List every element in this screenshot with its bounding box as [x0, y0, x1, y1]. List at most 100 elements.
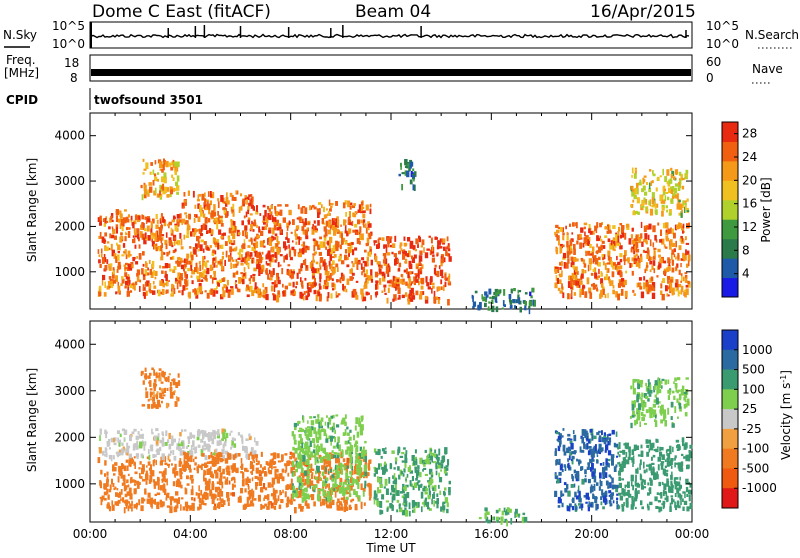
data-cell [357, 483, 359, 489]
data-cell [614, 466, 617, 472]
data-cell [442, 508, 444, 510]
data-cell [104, 498, 107, 501]
data-cell [197, 430, 201, 436]
data-cell [325, 422, 327, 426]
data-cell [219, 489, 222, 493]
data-cell [587, 505, 590, 508]
data-cell [657, 492, 659, 495]
data-cell [398, 448, 400, 452]
data-cell [605, 458, 607, 465]
data-cell [186, 215, 188, 218]
data-cell [572, 476, 574, 482]
data-cell [240, 488, 243, 494]
data-cell [563, 428, 565, 431]
data-cell [242, 243, 245, 249]
data-cell [161, 397, 164, 399]
data-cell [335, 218, 337, 223]
data-cell [391, 450, 394, 454]
data-cell [361, 483, 363, 490]
data-cell [597, 455, 599, 457]
data-cell [407, 284, 410, 289]
data-cell [672, 268, 675, 273]
data-cell [618, 477, 621, 481]
data-cell [525, 292, 528, 294]
data-cell [567, 438, 571, 441]
data-cell [318, 422, 320, 428]
data-cell [277, 453, 280, 458]
data-cell [612, 225, 615, 229]
data-cell [194, 228, 196, 233]
data-cell [128, 227, 130, 230]
data-cell [147, 499, 150, 504]
data-cell [434, 298, 437, 303]
data-cell [361, 424, 364, 430]
data-cell [646, 439, 649, 444]
data-cell [334, 227, 337, 232]
data-cell [484, 291, 487, 295]
data-cell [626, 485, 628, 487]
data-cell [346, 427, 348, 430]
data-cell [369, 497, 371, 501]
data-cell [255, 482, 258, 486]
data-cell [671, 249, 674, 254]
data-cell [567, 491, 570, 497]
data-cell [585, 251, 587, 256]
data-cell [207, 202, 209, 207]
data-cell [419, 261, 421, 265]
data-cell [641, 445, 643, 449]
data-cell [268, 467, 270, 473]
data-cell [562, 503, 564, 507]
data-cell [662, 482, 664, 485]
data-cell [348, 247, 351, 253]
data-cell [641, 200, 644, 206]
data-cell [198, 249, 200, 252]
data-cell [670, 178, 673, 184]
data-cell [422, 502, 425, 505]
data-cell [185, 488, 188, 494]
data-cell [684, 200, 686, 203]
data-cell [124, 236, 126, 241]
data-cell [432, 494, 435, 499]
data-cell [174, 507, 177, 512]
data-cell [441, 460, 444, 463]
data-cell [399, 251, 401, 255]
data-cell [313, 427, 316, 434]
data-cell [574, 470, 576, 474]
data-cell [337, 280, 340, 282]
data-cell [672, 261, 674, 266]
data-cell [362, 214, 365, 219]
data-cell [99, 447, 102, 453]
data-cell [346, 470, 348, 473]
data-cell [362, 210, 365, 213]
data-cell [291, 453, 294, 458]
data-cell [649, 261, 652, 265]
data-cell [181, 429, 183, 432]
data-cell [325, 247, 327, 250]
data-cell [555, 475, 558, 479]
data-cell [218, 220, 220, 224]
data-cell [520, 307, 523, 313]
data-cell [661, 461, 664, 463]
data-cell [242, 199, 244, 201]
data-cell [302, 448, 305, 454]
noise-strip: N.Sky 10^5 10^0 10^5 10^0 N.Search [3, 19, 799, 51]
data-cell [668, 286, 670, 288]
data-cell [160, 461, 163, 466]
data-cell [132, 264, 134, 267]
data-cell [333, 218, 335, 220]
data-cell [161, 169, 164, 173]
data-cell [404, 486, 407, 491]
data-cell [196, 492, 198, 496]
data-cell [132, 432, 135, 435]
data-cell [559, 267, 561, 270]
data-cell [602, 472, 604, 475]
data-cell [165, 377, 167, 382]
data-cell [267, 238, 269, 245]
data-cell [139, 286, 141, 292]
data-cell [277, 204, 279, 206]
data-cell [135, 245, 137, 249]
data-cell [121, 443, 123, 446]
data-cell [166, 252, 168, 257]
data-cell [313, 226, 315, 230]
data-cell [149, 187, 152, 193]
